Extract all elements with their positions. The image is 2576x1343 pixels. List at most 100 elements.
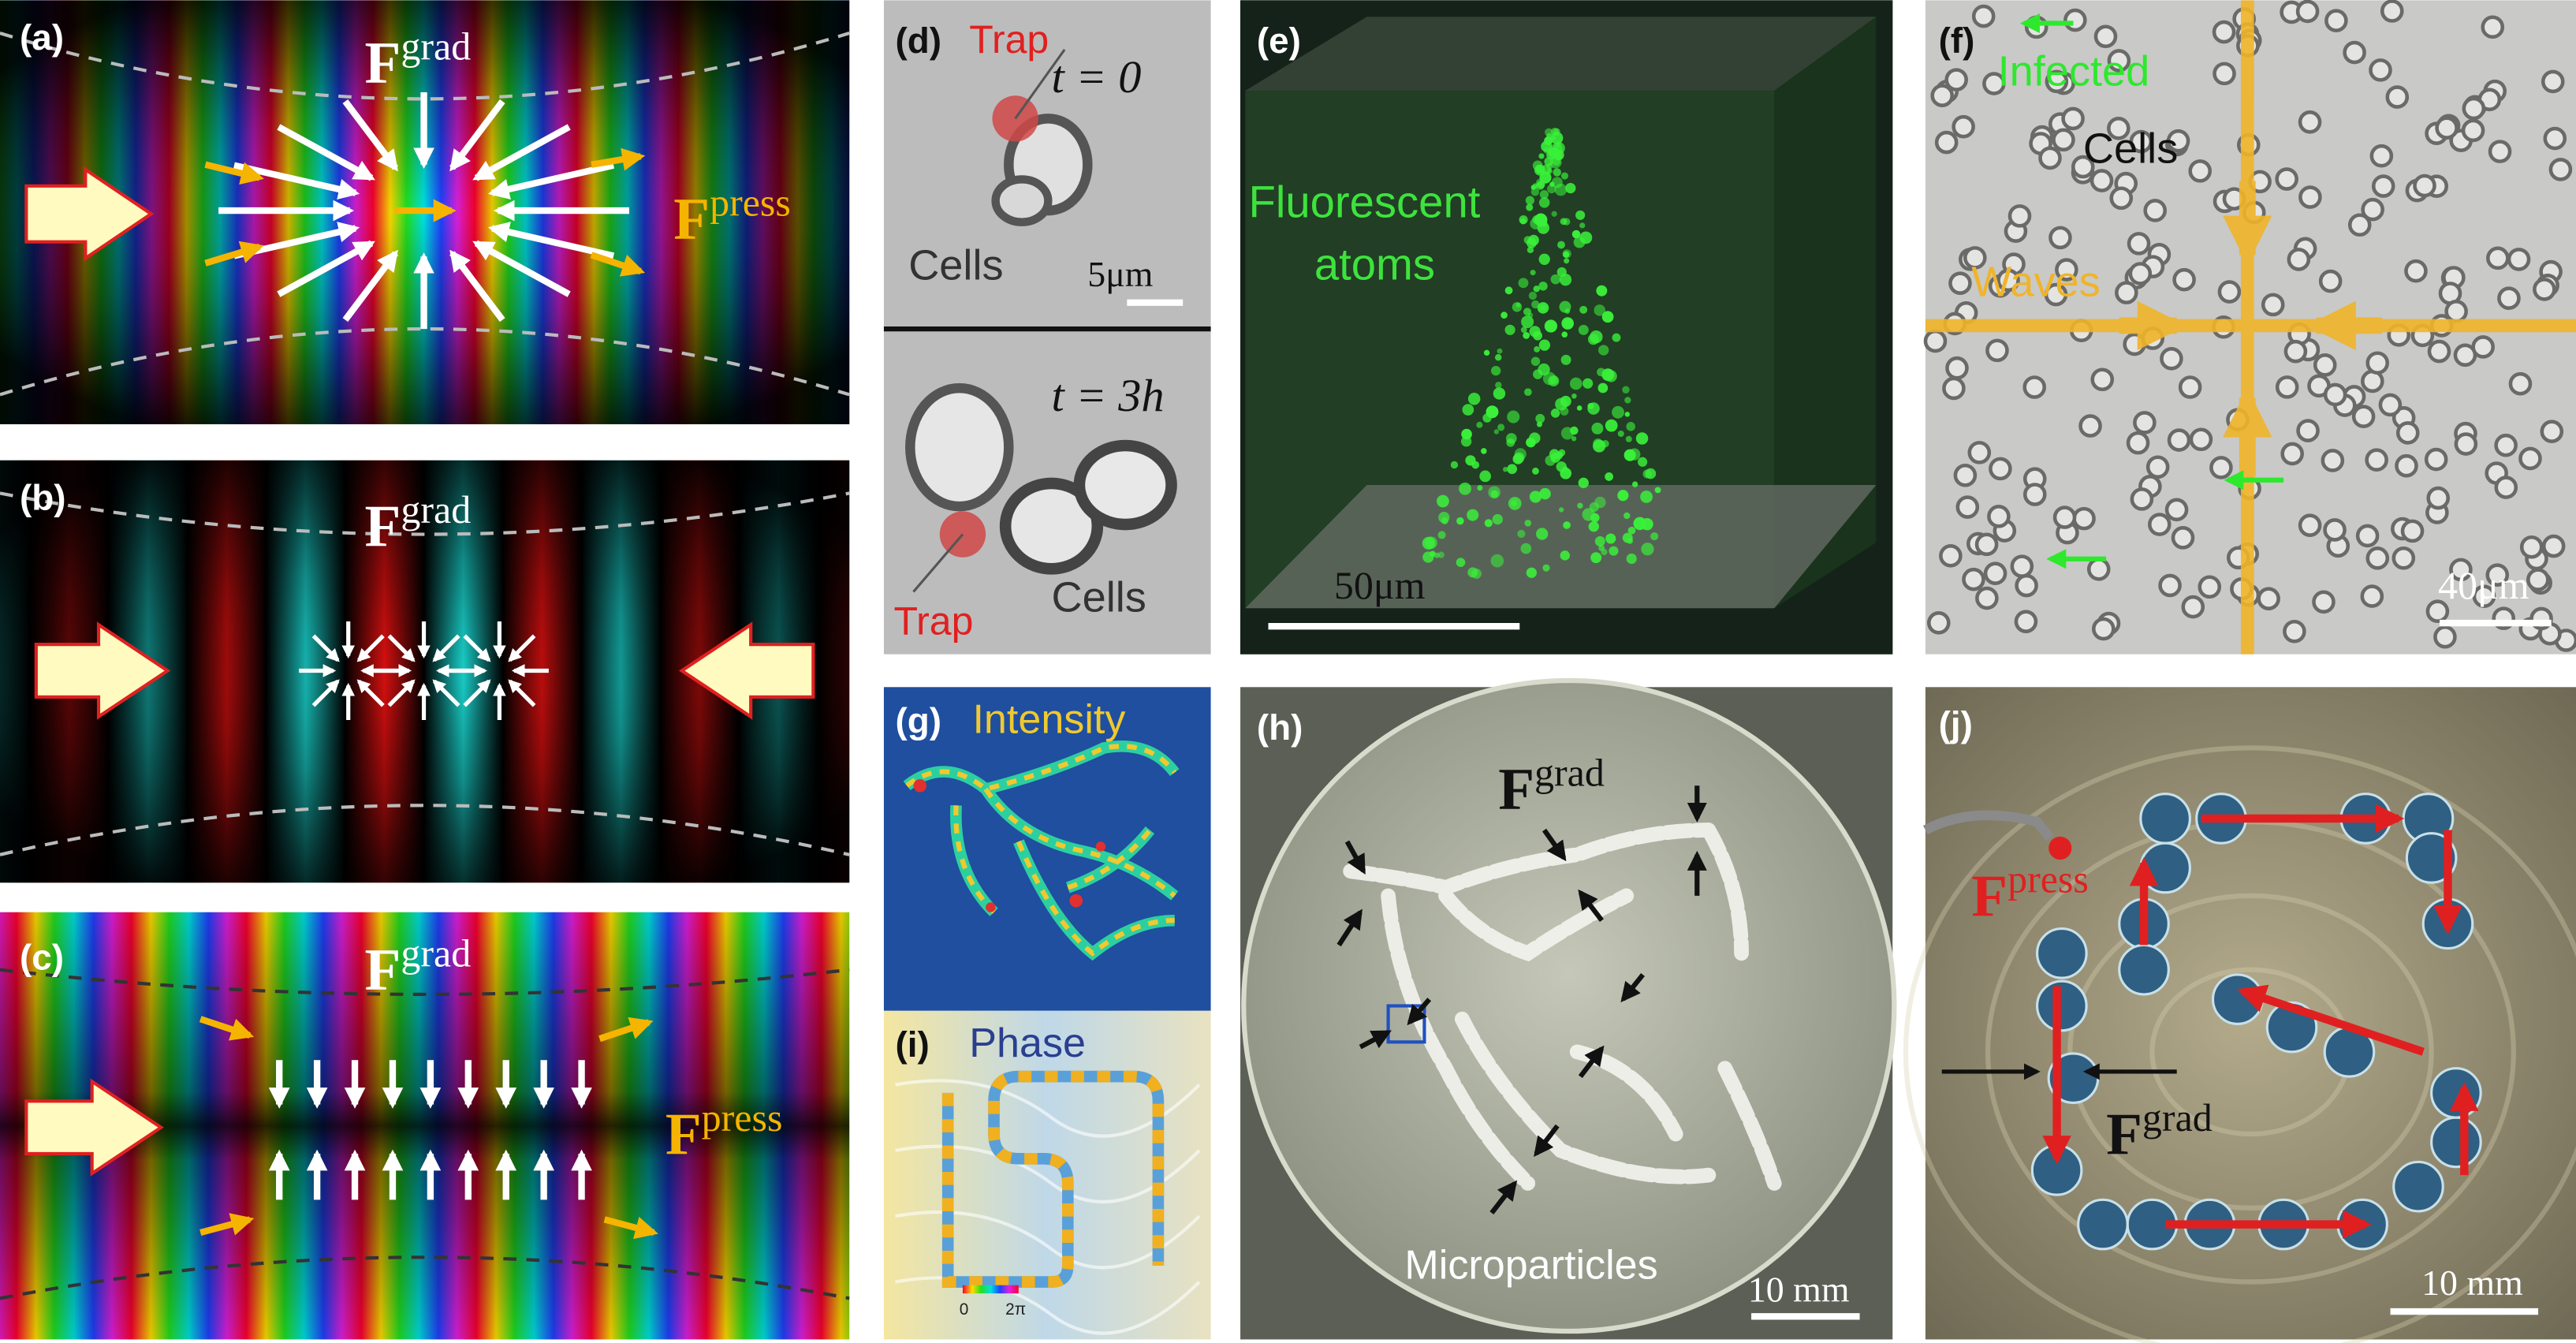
- atom: [1508, 497, 1522, 510]
- atom: [1650, 532, 1659, 541]
- atom: [1532, 183, 1538, 189]
- force-label: Fgrad: [365, 931, 472, 1002]
- atom: [1537, 302, 1549, 314]
- atom: [1518, 278, 1529, 289]
- superscript: grad: [1534, 750, 1605, 794]
- cell: [2166, 129, 2190, 153]
- superscript: press: [702, 1095, 783, 1140]
- atom: [1601, 368, 1615, 382]
- atom: [1627, 526, 1636, 535]
- cell: [2257, 587, 2280, 610]
- force-label: Fpress: [1971, 857, 2089, 929]
- box-floor: [1245, 485, 1877, 609]
- superscript: grad: [2142, 1095, 2213, 1140]
- cell: [2078, 414, 2102, 438]
- atom: [1494, 354, 1502, 361]
- annotation: Phase: [969, 1020, 1086, 1066]
- input-arrow: [34, 621, 171, 720]
- atom: [1467, 393, 1481, 405]
- arrow: [311, 679, 340, 707]
- atom: [1626, 422, 1635, 431]
- arrow: [603, 1216, 658, 1240]
- cell: [2318, 269, 2343, 293]
- cell: [2312, 590, 2336, 614]
- box-face: [1245, 90, 1775, 609]
- atom: [1628, 448, 1641, 461]
- cell: [2488, 140, 2512, 163]
- cell: [2015, 573, 2038, 598]
- atom: [1437, 551, 1445, 558]
- cell: [2038, 146, 2062, 170]
- colorbar-label: 2π: [1005, 1300, 1026, 1319]
- atom: [1597, 382, 1609, 394]
- cell: [1934, 130, 1959, 155]
- cell: [2128, 262, 2153, 285]
- cell: [2526, 568, 2550, 591]
- atom: [1490, 365, 1501, 376]
- cell: [2324, 9, 2348, 32]
- circle: [913, 778, 927, 793]
- panel-c: (c) Fgrad Fpress: [0, 912, 850, 1340]
- cell: [2045, 69, 2069, 94]
- cell: [2148, 513, 2172, 536]
- cell: [905, 382, 1014, 512]
- atom: [1624, 397, 1631, 404]
- atom: [1571, 393, 1577, 399]
- atom: [1553, 168, 1561, 177]
- droplet: [2430, 1067, 2482, 1119]
- atom: [1539, 487, 1551, 500]
- ripples: [1903, 745, 2576, 1343]
- arrows: [204, 92, 646, 330]
- cell: [2425, 599, 2450, 624]
- cell: [2129, 129, 2153, 154]
- atom: [1626, 553, 1637, 565]
- cell: [2188, 159, 2213, 183]
- cell: [2462, 96, 2486, 121]
- atom: [1546, 184, 1556, 194]
- cell: [2217, 280, 2242, 304]
- atom: [1530, 270, 1536, 276]
- superscript: grad: [401, 487, 471, 532]
- panel-e: (e) Fluorescent atoms 50μm: [1240, 0, 1893, 655]
- atom: [1507, 410, 1520, 423]
- symbol: F: [673, 186, 710, 252]
- atom: [1549, 449, 1560, 460]
- atom: [1542, 371, 1556, 386]
- cell: [1989, 457, 2012, 481]
- atom: [1536, 528, 1549, 540]
- atom: [1526, 203, 1534, 211]
- atom: [1596, 285, 1608, 297]
- force-label: Fgrad: [1498, 750, 1605, 822]
- atom: [1533, 285, 1540, 293]
- dish: [1241, 677, 1897, 1334]
- line: [1336, 908, 1363, 947]
- droplet: [2077, 1198, 2129, 1251]
- circle: [1095, 841, 1106, 852]
- panel-g: (g) Intensity: [883, 687, 1211, 1011]
- atom: [1551, 211, 1557, 217]
- atom: [1538, 197, 1550, 208]
- atom: [1654, 487, 1661, 494]
- atom: [1553, 142, 1565, 155]
- panel-a: (a) Fgrad Fpress: [0, 0, 850, 424]
- atom: [1503, 467, 1508, 472]
- cell: [2298, 513, 2322, 537]
- atom: [1625, 435, 1632, 442]
- atom: [1601, 311, 1614, 323]
- atom: [1497, 348, 1503, 354]
- cell: [2164, 498, 2189, 522]
- cell: [2371, 174, 2395, 198]
- cell: [2044, 282, 2068, 307]
- atom: [1638, 457, 1648, 467]
- atom: [1594, 535, 1605, 547]
- cell: [2433, 625, 2457, 649]
- atom: [1640, 491, 1653, 503]
- cell: [2461, 118, 2485, 143]
- cell: [2209, 456, 2233, 479]
- pointer: [1014, 48, 1066, 120]
- arrow: [463, 679, 491, 707]
- atom: [1569, 377, 1583, 390]
- input-arrow: [24, 166, 155, 262]
- atom: [1598, 544, 1605, 551]
- atom: [1532, 467, 1539, 475]
